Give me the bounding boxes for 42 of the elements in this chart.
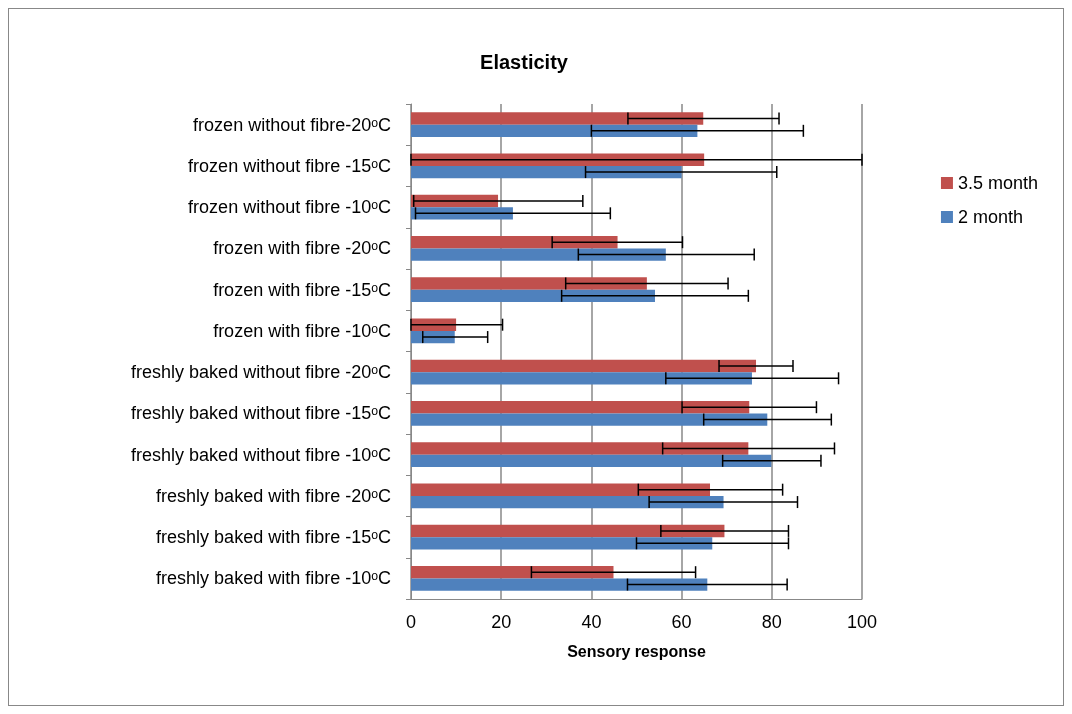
bar — [411, 372, 752, 385]
bar — [411, 413, 768, 426]
bar — [411, 124, 698, 137]
bar — [411, 236, 618, 249]
y-tick-label: frozen without fibre -15ᵒC — [188, 155, 391, 176]
bar — [411, 277, 647, 290]
y-tick-label: freshly baked without fibre -10ᵒC — [131, 444, 391, 465]
x-axis-title: Sensory response — [567, 642, 706, 660]
y-tick-label: frozen without fibre -10ᵒC — [188, 197, 391, 218]
chart-title: Elasticity — [480, 51, 569, 73]
bar — [411, 359, 757, 373]
bar — [411, 537, 713, 550]
y-tick-label: freshly baked with fibre -10ᵒC — [156, 568, 391, 589]
bar — [411, 454, 772, 467]
x-tick-label: 40 — [581, 612, 602, 632]
legend-label: 3.5 month — [957, 173, 1039, 193]
bar — [411, 248, 666, 261]
y-tick-label: freshly baked without fibre -15ᵒC — [131, 403, 391, 424]
y-tick-label: frozen with fibre -10ᵒC — [213, 320, 391, 341]
legend-label: 2 month — [957, 207, 1023, 227]
bar — [411, 165, 682, 179]
bar — [411, 207, 513, 220]
bar — [411, 566, 614, 579]
y-tick-label: frozen with fibre -15ᵒC — [213, 279, 391, 300]
bar — [411, 524, 725, 538]
bar — [411, 289, 655, 302]
y-tick-label: frozen with fibre -20ᵒC — [213, 238, 391, 259]
x-tick-label: 100 — [846, 612, 878, 632]
bar — [411, 401, 750, 414]
y-tick-label: freshly baked with fibre -20ᵒC — [156, 485, 391, 506]
bar — [411, 578, 708, 591]
x-tick-label: 0 — [405, 612, 417, 632]
y-tick-label: freshly baked with fibre -15ᵒC — [156, 527, 391, 548]
x-tick-label: 80 — [761, 612, 782, 632]
bar — [411, 112, 704, 125]
x-tick-label: 60 — [671, 612, 692, 632]
bar — [411, 495, 724, 509]
y-tick-label: frozen without fibre-20ᵒC — [193, 114, 391, 135]
bar — [411, 483, 711, 496]
y-tick-label: freshly baked without fibre -20ᵒC — [131, 362, 391, 383]
x-tick-label: 20 — [491, 612, 512, 632]
bar — [411, 442, 749, 455]
